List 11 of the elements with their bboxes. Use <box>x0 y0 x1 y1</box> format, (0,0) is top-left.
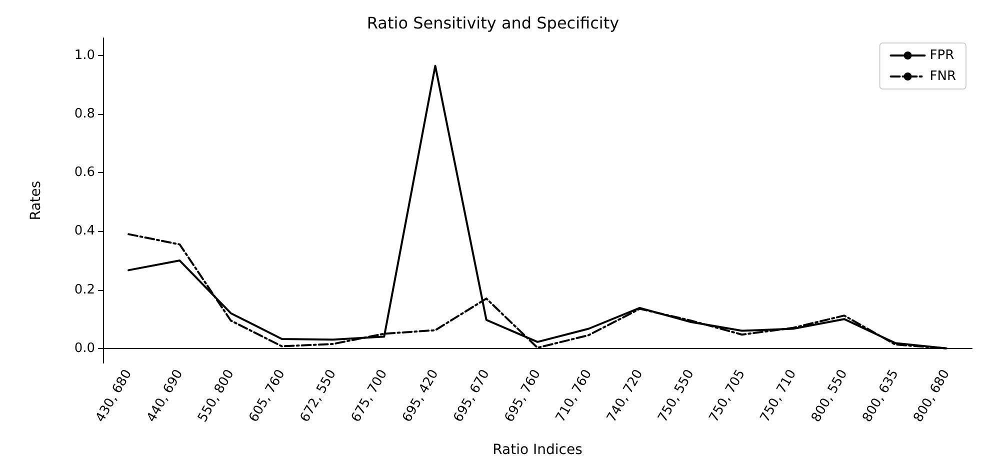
x-axis-title: Ratio Indices <box>492 442 582 458</box>
y-axis-title: Rates <box>28 180 44 220</box>
y-tick-label: 0.6 <box>74 165 95 180</box>
y-tick-label: 1.0 <box>74 48 95 64</box>
legend-label: FPR <box>930 48 954 63</box>
y-tick-label: 0.8 <box>74 106 95 122</box>
y-tick-label: 0.0 <box>74 340 95 356</box>
y-tick-label: 0.4 <box>74 224 95 239</box>
legend-label: FNR <box>930 69 956 84</box>
chart-title: Ratio Sensitivity and Specificity <box>366 14 620 32</box>
y-tick-label: 0.2 <box>74 282 95 298</box>
